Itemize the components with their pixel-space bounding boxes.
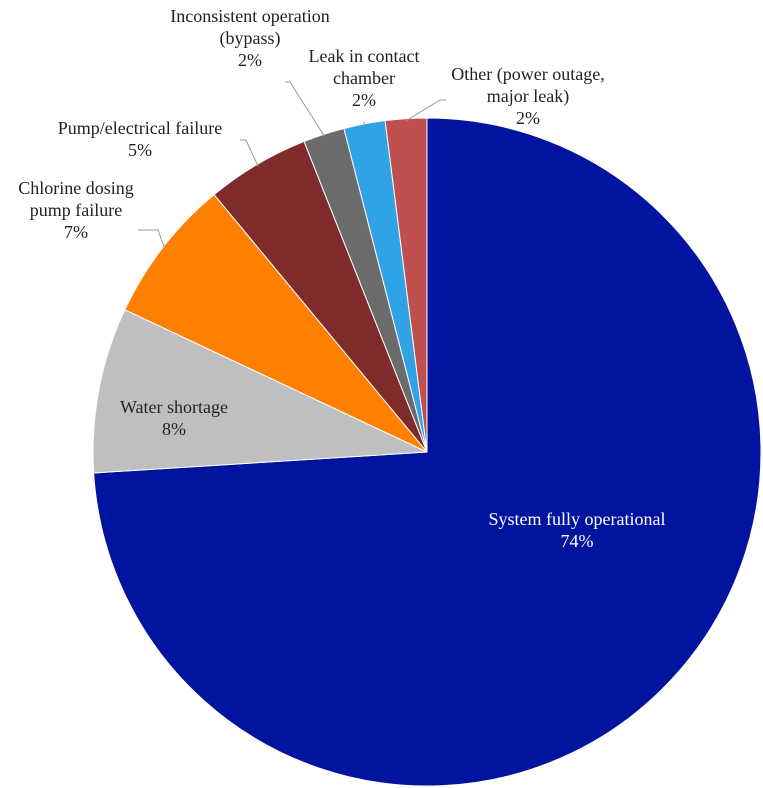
slice-label-5: Inconsistent operation (bypass) 2% <box>170 6 329 70</box>
slice-label-4: Pump/electrical failure 5% <box>58 118 222 160</box>
leader-line-4 <box>240 139 259 167</box>
slice-name-label: Other (power outage, <box>451 64 604 85</box>
slice-label-7: Other (power outage, major leak) 2% <box>451 64 604 128</box>
slice-name-label: major leak) <box>487 86 569 107</box>
leader-lines <box>138 81 446 249</box>
slice-name-label: Inconsistent operation <box>170 6 329 26</box>
pie-slice-7 <box>384 117 428 453</box>
pie-slices <box>92 117 762 787</box>
slice-name-label: Water shortage <box>120 397 228 417</box>
slice-value-label: 7% <box>64 222 88 242</box>
pie-slice-3 <box>124 193 428 453</box>
slice-name-label: System fully operational <box>489 509 666 529</box>
slice-value-label: 2% <box>238 50 262 70</box>
slice-name-label: chamber <box>333 68 395 88</box>
slice-name-label: (bypass) <box>220 28 281 49</box>
slice-name-label: pump failure <box>30 200 122 220</box>
pie-slice-2 <box>92 309 428 474</box>
slice-label-6: Leak in contact chamber 2% <box>309 46 420 110</box>
slice-label-2: Water shortage 8% <box>120 397 228 439</box>
leader-line-7 <box>405 99 446 122</box>
slice-label-3: Chlorine dosing pump failure 7% <box>18 178 134 242</box>
slice-value-label: 5% <box>128 140 152 160</box>
leader-line-5 <box>285 81 325 137</box>
leader-line-3 <box>138 229 166 249</box>
slice-name-label: Pump/electrical failure <box>58 118 222 138</box>
slice-value-label: 8% <box>162 419 186 439</box>
slice-name-label: Chlorine dosing <box>18 178 134 198</box>
slice-labels: System fully operational 74% Water shortag… <box>18 6 665 551</box>
slice-value-label: 2% <box>352 90 376 110</box>
leader-line-6 <box>363 121 366 127</box>
slice-value-label: 2% <box>516 108 540 128</box>
slice-name-label: Leak in contact <box>309 46 420 66</box>
slice-value-label: 74% <box>561 531 594 551</box>
slice-label-1: System fully operational 74% <box>489 509 666 551</box>
